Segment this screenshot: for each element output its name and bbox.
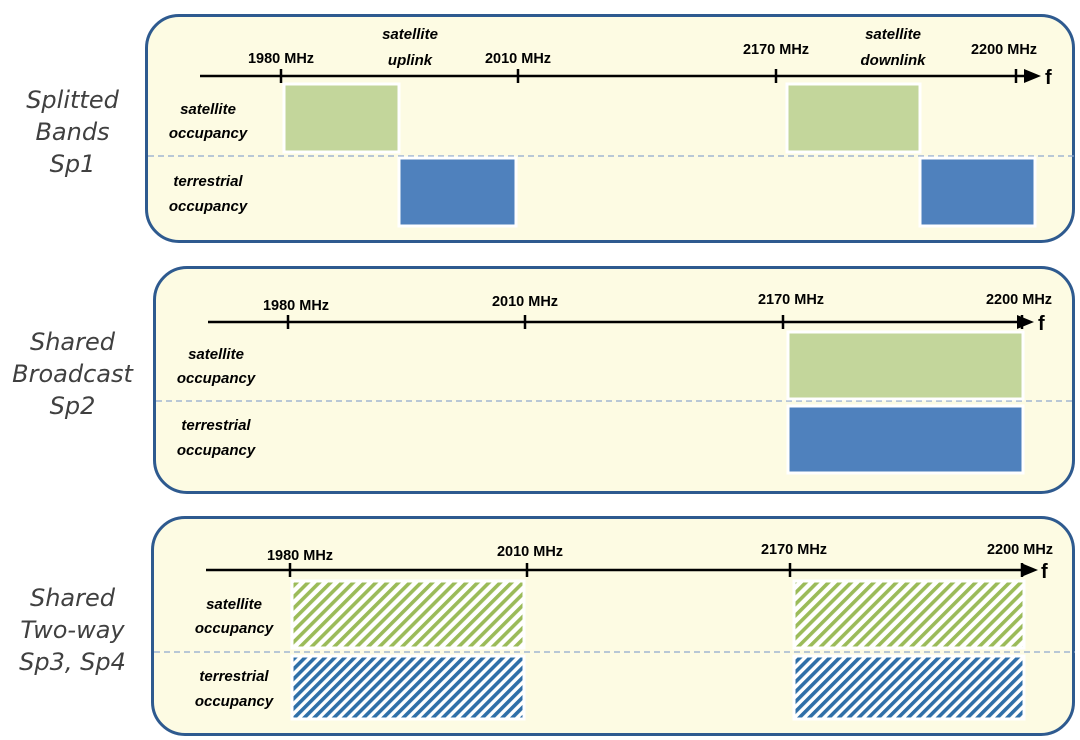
- freq-label-2170: 2170 MHz: [758, 292, 824, 308]
- freq-label-1980: 1980 MHz: [248, 51, 314, 67]
- terrestrial-occupancy-block-hatched: [792, 654, 1026, 721]
- row-label-terrestrial: terrestrial: [181, 417, 251, 434]
- terrestrial-occupancy-block: [918, 156, 1037, 228]
- spectrum-diagram: f 1980 MHz 2010 MHz 2170 MHz 2200 MHz sa…: [156, 292, 1075, 475]
- scheme-label-line: Shared: [29, 328, 116, 356]
- panel-shared-broadcast: f 1980 MHz 2010 MHz 2170 MHz 2200 MHz sa…: [153, 266, 1075, 494]
- row-label-terrestrial: occupancy: [195, 693, 274, 710]
- row-label-satellite: satellite: [206, 596, 262, 613]
- freq-label-2170: 2170 MHz: [743, 42, 809, 58]
- scheme-label-line: Sp3, Sp4: [19, 648, 126, 676]
- freq-label-2200: 2200 MHz: [987, 542, 1053, 558]
- scheme-label-sp1: Splitted Bands Sp1: [0, 84, 145, 180]
- freq-label-2200: 2200 MHz: [986, 292, 1052, 308]
- row-label-terrestrial: terrestrial: [173, 173, 243, 190]
- freq-label-1980: 1980 MHz: [263, 298, 329, 314]
- panel-splitted-bands: f 1980 MHz 2010 MHz 2170 MHz 2200 MHz sa…: [145, 14, 1075, 243]
- row-label-terrestrial: occupancy: [177, 442, 256, 459]
- row-label-terrestrial: terrestrial: [199, 668, 269, 685]
- freq-label-2010: 2010 MHz: [492, 294, 558, 310]
- freq-label-2200: 2200 MHz: [971, 42, 1037, 58]
- spectrum-diagram: f 1980 MHz 2010 MHz 2170 MHz 2200 MHz sa…: [148, 26, 1075, 228]
- satellite-occupancy-block-hatched: [290, 579, 526, 650]
- terrestrial-occupancy-block-hatched: [290, 654, 526, 721]
- freq-label-2010: 2010 MHz: [485, 51, 551, 67]
- annotation-satellite-downlink: downlink: [861, 52, 927, 69]
- satellite-occupancy-block: [282, 82, 401, 154]
- panel-shared-two-way: f 1980 MHz 2010 MHz 2170 MHz 2200 MHz sa…: [151, 516, 1075, 736]
- freq-label-2170: 2170 MHz: [761, 542, 827, 558]
- scheme-label-line: Bands: [35, 118, 110, 146]
- scheme-label-line: Two-way: [20, 616, 125, 644]
- scheme-label-line: Sp1: [49, 150, 96, 178]
- annotation-satellite-uplink: uplink: [388, 52, 433, 69]
- annotation-satellite-uplink: satellite: [382, 26, 438, 43]
- satellite-occupancy-block-hatched: [792, 579, 1026, 650]
- satellite-occupancy-block: [786, 330, 1025, 401]
- spectrum-diagram: f 1980 MHz 2010 MHz 2170 MHz 2200 MHz sa…: [154, 542, 1075, 721]
- freq-label-2010: 2010 MHz: [497, 544, 563, 560]
- terrestrial-occupancy-block: [786, 404, 1025, 475]
- row-label-satellite: occupancy: [177, 370, 256, 387]
- row-label-terrestrial: occupancy: [169, 198, 248, 215]
- axis-symbol: f: [1038, 313, 1045, 335]
- scheme-label-line: Sp2: [49, 392, 96, 420]
- axis-symbol: f: [1041, 561, 1048, 583]
- row-label-satellite: occupancy: [195, 620, 274, 637]
- row-label-satellite: satellite: [188, 346, 244, 363]
- annotation-satellite-downlink: satellite: [865, 26, 921, 43]
- terrestrial-occupancy-block: [397, 156, 518, 228]
- satellite-occupancy-block: [785, 82, 922, 154]
- freq-label-1980: 1980 MHz: [267, 548, 333, 564]
- scheme-label-sp3-sp4: Shared Two-way Sp3, Sp4: [0, 582, 145, 678]
- scheme-label-line: Broadcast: [12, 360, 133, 388]
- row-label-satellite: satellite: [180, 101, 236, 118]
- row-label-satellite: occupancy: [169, 125, 248, 142]
- axis-symbol: f: [1045, 67, 1052, 89]
- scheme-label-sp2: Shared Broadcast Sp2: [0, 326, 145, 422]
- scheme-label-line: Splitted: [26, 86, 119, 114]
- scheme-label-line: Shared: [29, 584, 116, 612]
